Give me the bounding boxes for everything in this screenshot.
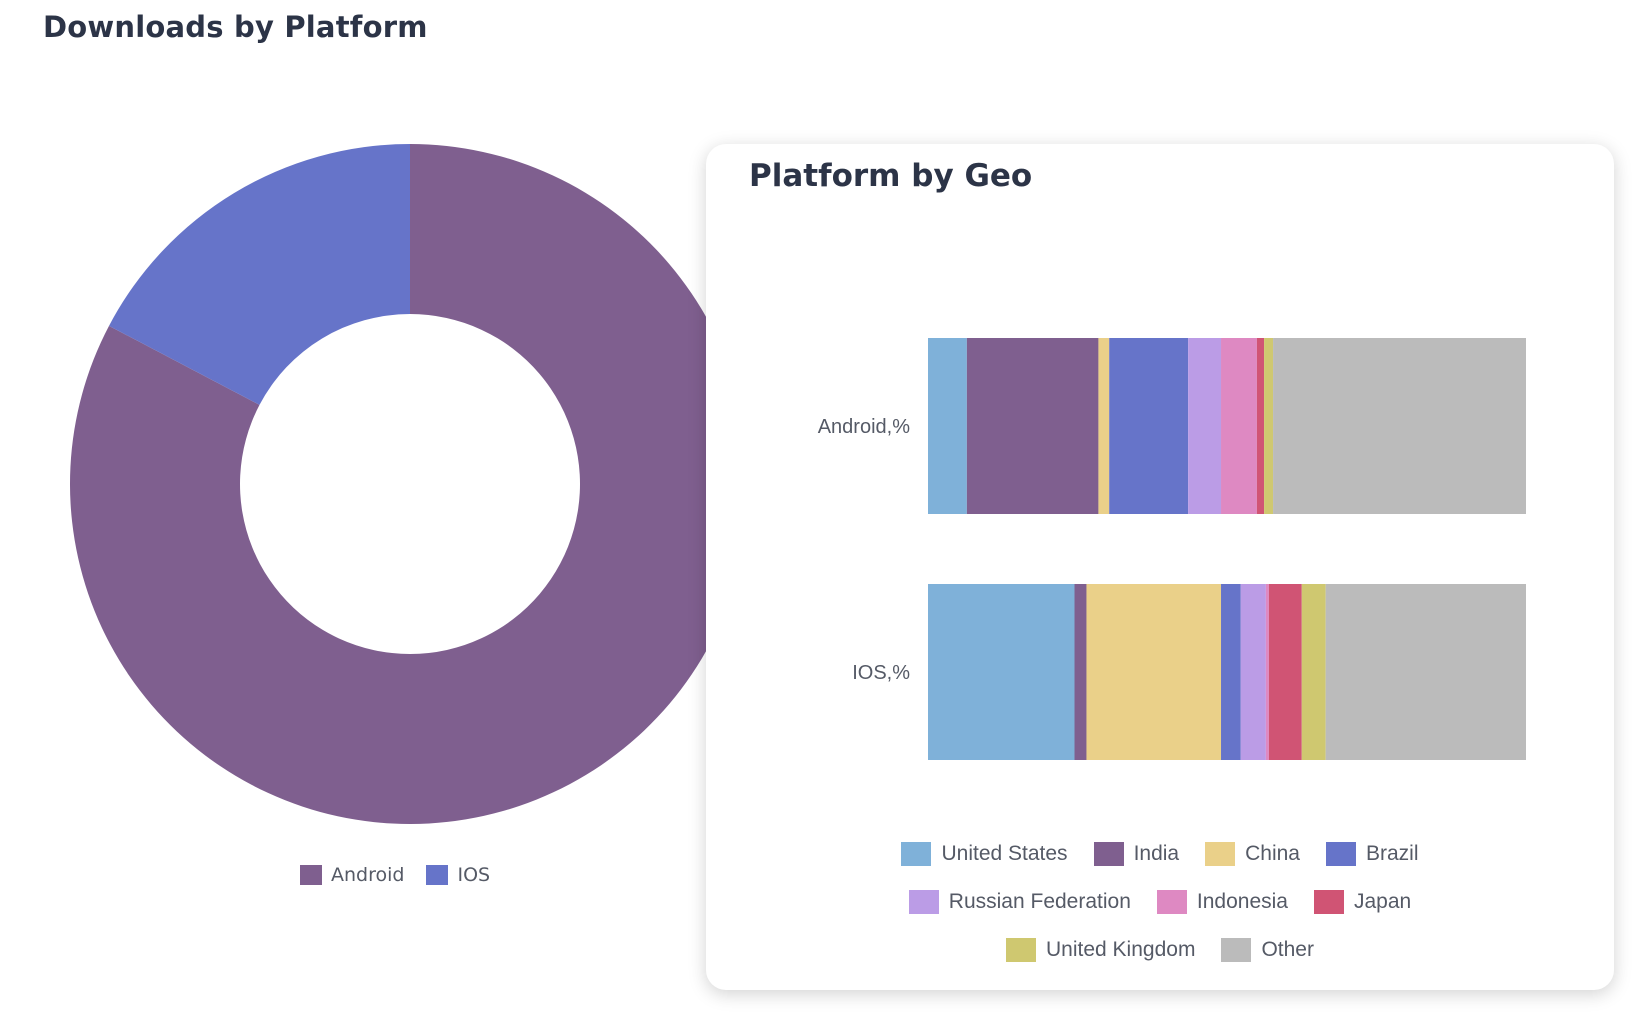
bar-segment[interactable] [1301, 584, 1326, 760]
legend-row: Russian Federation Indonesia Japan [706, 878, 1614, 926]
bar-segment[interactable] [1221, 584, 1241, 760]
donut-chart [70, 143, 706, 824]
legend-swatch [300, 865, 322, 885]
bar-segment[interactable] [1098, 338, 1110, 514]
bar-segment[interactable] [1264, 338, 1274, 514]
bar-segment[interactable] [1074, 584, 1087, 760]
legend-item-russian-federation[interactable]: Russian Federation [908, 890, 1131, 914]
legend-item-android[interactable]: Android [300, 864, 404, 886]
bar-segment[interactable] [1109, 338, 1189, 514]
bar-segment[interactable] [1188, 338, 1222, 514]
legend-label: Other [1261, 938, 1314, 961]
bar-segment[interactable] [1325, 584, 1526, 760]
bar-segment[interactable] [1268, 584, 1302, 760]
legend-label: United States [941, 842, 1068, 865]
legend-swatch [1313, 890, 1344, 914]
legend-swatch [1325, 842, 1356, 866]
y-axis-label: Android,% [818, 416, 910, 438]
legend-item-indonesia[interactable]: Indonesia [1156, 890, 1288, 914]
legend-swatch [1205, 842, 1236, 866]
legend-item-united-states[interactable]: United States [901, 842, 1068, 866]
bar-segment[interactable] [1086, 584, 1222, 760]
bar-legend: United States India China Brazil Russian Fed… [706, 830, 1614, 974]
legend-swatch [426, 865, 449, 885]
platform-by-geo-card: Platform by Geo Android,% IOS,% United St… [706, 144, 1614, 990]
legend-swatch [1156, 890, 1187, 914]
donut-slice-android[interactable] [70, 144, 706, 824]
legend-item-other[interactable]: Other [1221, 938, 1314, 962]
legend-row: United States India China Brazil [706, 830, 1614, 878]
page-title: Downloads by Platform [43, 10, 428, 44]
legend-swatch [1006, 938, 1037, 962]
bar-segment[interactable] [1265, 584, 1269, 760]
stacked-bar-chart: Android,% IOS,% [818, 338, 1526, 760]
donut-slice-ios[interactable] [109, 143, 410, 405]
bar-segment[interactable] [1221, 338, 1257, 514]
legend-item-ios[interactable]: IOS [426, 864, 490, 886]
legend-label: China [1245, 842, 1300, 865]
legend-label: Brazil [1365, 842, 1419, 865]
legend-label: IOS [457, 864, 491, 886]
legend-swatch [908, 890, 939, 914]
bar-segment[interactable] [928, 584, 1075, 760]
legend-row: United Kingdom Other [706, 926, 1614, 974]
legend-label: Japan [1353, 890, 1412, 913]
legend-swatch [1093, 842, 1124, 866]
legend-label: United Kingdom [1046, 938, 1196, 961]
legend-label: Indonesia [1196, 890, 1288, 913]
donut-legend: Android IOS [300, 864, 512, 886]
legend-item-united-kingdom[interactable]: United Kingdom [1006, 938, 1195, 962]
legend-item-brazil[interactable]: Brazil [1325, 842, 1419, 866]
legend-swatch [901, 842, 932, 866]
legend-label: India [1133, 842, 1180, 865]
legend-label: Android [331, 864, 405, 886]
legend-item-india[interactable]: India [1093, 842, 1180, 866]
legend-label: Russian Federation [948, 890, 1131, 913]
legend-item-china[interactable]: China [1205, 842, 1300, 866]
bar-segment[interactable] [966, 338, 1099, 514]
legend-item-japan[interactable]: Japan [1313, 890, 1412, 914]
bar-segment[interactable] [928, 338, 967, 514]
bar-segment[interactable] [1240, 584, 1266, 760]
bar-segment[interactable] [1273, 338, 1526, 514]
bar-segment[interactable] [1256, 338, 1265, 514]
card-title: Platform by Geo [749, 158, 1033, 194]
legend-swatch [1221, 938, 1252, 962]
y-axis-label: IOS,% [852, 662, 910, 684]
